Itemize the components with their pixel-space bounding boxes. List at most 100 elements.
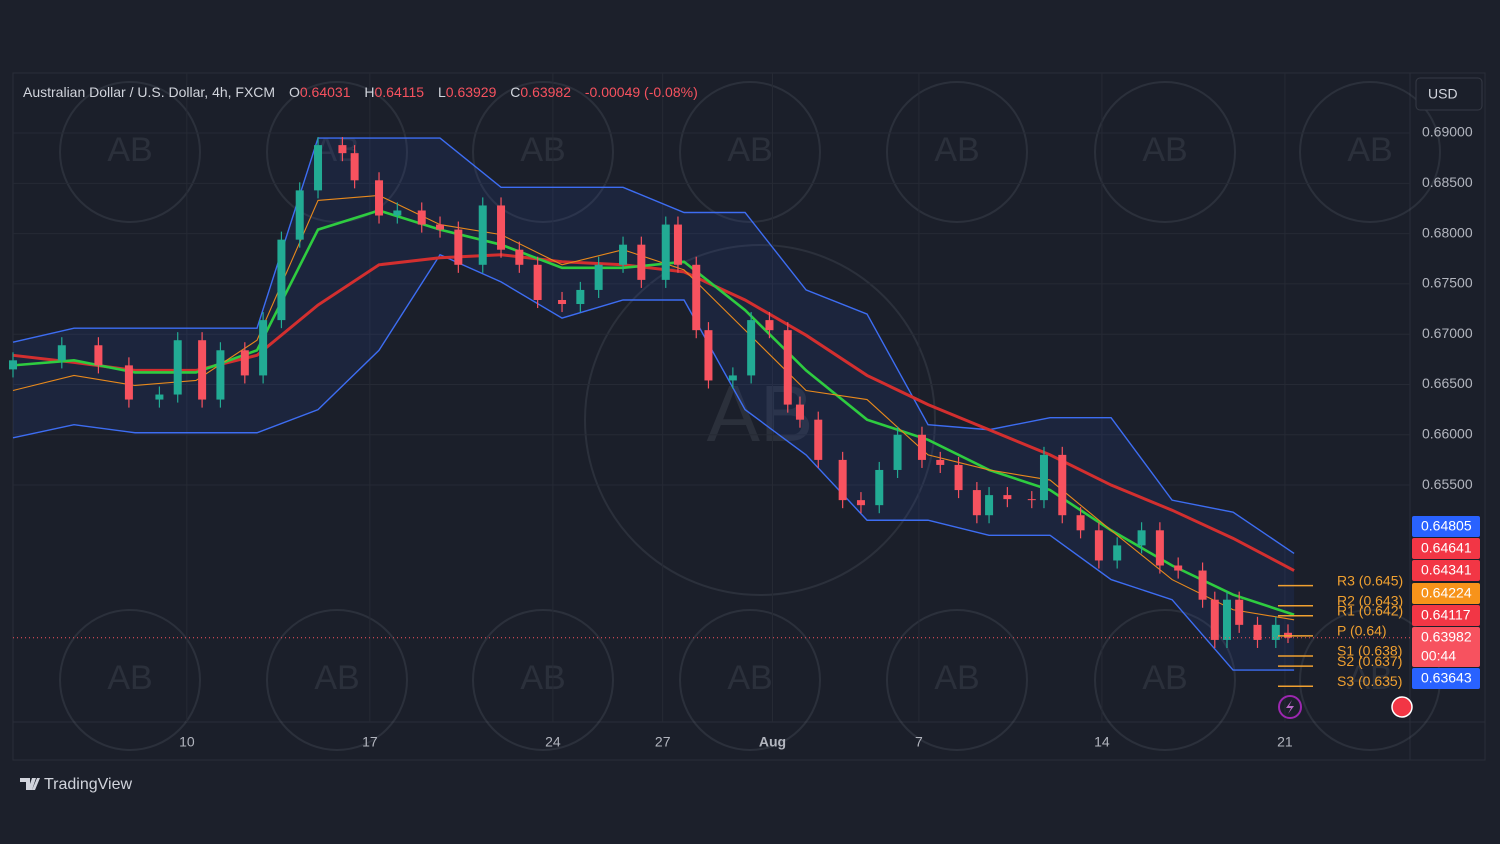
- candle-body: [436, 224, 445, 230]
- candle-body: [155, 394, 164, 400]
- candle-body: [1113, 545, 1122, 561]
- price-tag-label: 0.64641: [1421, 540, 1472, 556]
- candle-body: [972, 490, 981, 516]
- axes: 0.69000 0.68500 0.68000 0.67500 0.67000 0.665…: [179, 124, 1480, 750]
- candle-body: [692, 264, 701, 331]
- candle-body: [9, 360, 17, 370]
- brand-name: TradingView: [44, 776, 132, 793]
- candle-body: [417, 210, 426, 225]
- last-price-tag: [1412, 627, 1480, 667]
- candle-body: [856, 500, 865, 506]
- pivot-label: S2 (0.637): [1337, 653, 1402, 669]
- candle-body: [338, 145, 347, 154]
- currency-button[interactable]: [1415, 77, 1483, 111]
- candle-body: [1058, 454, 1067, 516]
- candle-body: [393, 210, 402, 216]
- candle-body: [1271, 624, 1280, 640]
- watermark-ring: [472, 609, 614, 751]
- candle-body: [1222, 599, 1231, 640]
- price-tag: [1412, 583, 1480, 604]
- candle-body: [1235, 599, 1244, 625]
- candle-body: [57, 345, 66, 361]
- y-tick-label: 0.66000: [1422, 425, 1473, 441]
- candle-body: [814, 419, 823, 460]
- candle-body: [1003, 495, 1012, 500]
- price-tag-label: 0.63643: [1421, 670, 1472, 686]
- candle-body: [1076, 515, 1085, 531]
- watermark-ring: [266, 81, 408, 223]
- pivot-label: R1 (0.642): [1337, 602, 1403, 618]
- candle-body: [1027, 499, 1036, 501]
- pivot-label: R2 (0.643): [1337, 592, 1403, 608]
- watermark-ring: [584, 244, 936, 596]
- channel-fill: [13, 138, 1295, 671]
- watermark-ring: [1094, 81, 1236, 223]
- candle-body: [917, 434, 926, 460]
- candle-body: [893, 434, 902, 470]
- candle-body: [1253, 624, 1262, 640]
- watermark-text: AB: [727, 659, 772, 697]
- candle-body: [240, 350, 249, 376]
- legend: Australian Dollar / U.S. Dollar, 4h, FXC…: [23, 84, 698, 100]
- candle-body: [124, 365, 133, 400]
- watermark-ring: [886, 609, 1028, 751]
- candle-body: [454, 229, 463, 265]
- candle-body: [295, 190, 304, 240]
- y-tick-label: 0.67500: [1422, 275, 1473, 291]
- price-tag: [1412, 668, 1480, 689]
- y-tick-label: 0.66500: [1422, 375, 1473, 391]
- candle-body: [594, 264, 603, 290]
- bar-countdown: 00:44: [1421, 648, 1456, 664]
- pivot-label: P (0.64): [1337, 623, 1387, 639]
- watermark-text: AB: [1347, 659, 1392, 697]
- candle-body: [783, 330, 792, 405]
- ohlc-value: 0.64115: [374, 84, 425, 100]
- price-change: -0.00049 (-0.08%): [584, 84, 698, 100]
- y-tick-label: 0.68500: [1422, 174, 1473, 190]
- watermark-ring: [679, 609, 821, 751]
- watermark-text: AB: [1142, 131, 1187, 169]
- candle-body: [1094, 530, 1103, 561]
- candle-body: [198, 340, 207, 400]
- events-icon[interactable]: [1278, 695, 1302, 719]
- watermark-text: AB: [727, 131, 772, 169]
- plot: R3 (0.645) R2 (0.643)R1 (0.642) P (0.64) S1…: [9, 137, 1410, 689]
- candle-body: [1210, 599, 1219, 640]
- candle-body: [576, 289, 585, 305]
- candle-body: [673, 224, 682, 265]
- grid: [13, 73, 1410, 722]
- symbol-title: Australian Dollar / U.S. Dollar, 4h, FXC…: [23, 84, 276, 100]
- candle-body: [954, 464, 963, 491]
- watermark-text: AB: [107, 659, 152, 697]
- candle-body: [1174, 565, 1183, 571]
- candle-body: [533, 264, 542, 300]
- ohlc-label: C: [510, 84, 521, 100]
- price-tag: [1412, 516, 1480, 537]
- y-tick-label: 0.65500: [1422, 476, 1473, 492]
- price-tag-label: 0.64224: [1421, 585, 1472, 601]
- candle-body: [1155, 530, 1164, 566]
- x-tick-label: 7: [915, 734, 923, 750]
- watermark-ring: [472, 81, 614, 223]
- watermark-text: AB: [934, 131, 979, 169]
- watermark-text: AB: [520, 659, 565, 697]
- price-tag-label: 0.64117: [1421, 607, 1471, 623]
- candle-body: [765, 320, 774, 331]
- candle-body: [985, 495, 994, 516]
- watermark-text: AB: [1347, 131, 1392, 169]
- watermark-text: AB: [520, 131, 565, 169]
- ohlc-label: H: [364, 84, 375, 100]
- candle-body: [637, 244, 646, 280]
- ohlc-value: 0.64031: [299, 84, 351, 100]
- watermark-text: AB: [934, 659, 979, 697]
- candle-body: [1137, 530, 1146, 546]
- candle-body: [704, 330, 713, 381]
- candle-body: [515, 249, 524, 265]
- economic-flag-icon[interactable]: [1391, 696, 1413, 718]
- candle-body: [314, 145, 323, 191]
- chart-panel: [12, 72, 1486, 761]
- indicator-line: [12, 194, 1295, 621]
- pivot-label: R3 (0.645): [1337, 572, 1403, 588]
